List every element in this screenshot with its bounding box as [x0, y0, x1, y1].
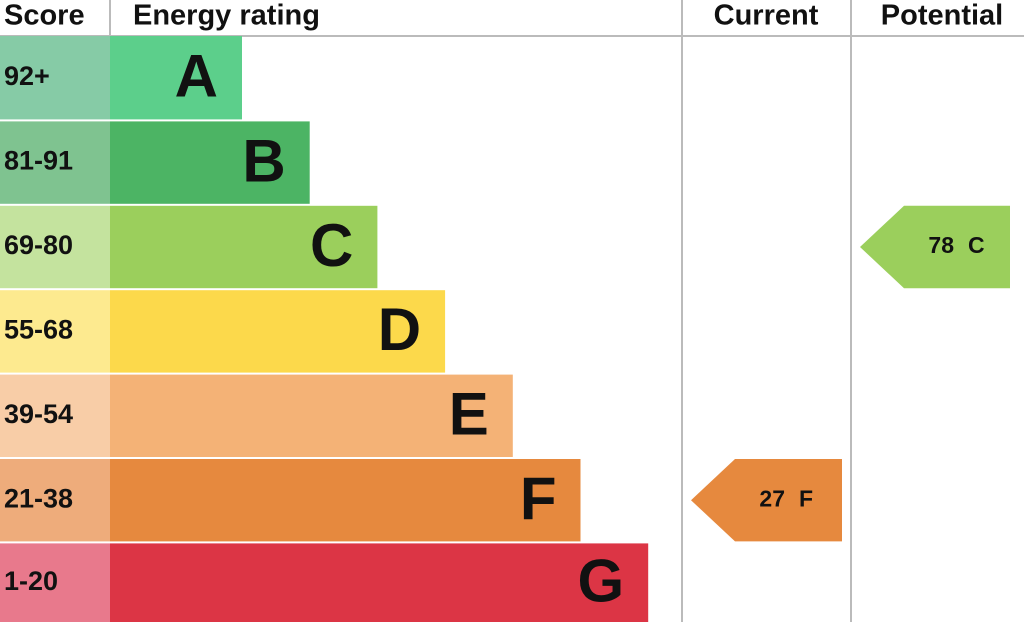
rating-arrow: [691, 459, 842, 542]
current-band: F: [799, 485, 813, 511]
rating-letter: F: [520, 465, 557, 532]
rating-bar: [110, 205, 378, 289]
rating-bar: [110, 121, 310, 204]
score-cell: [0, 374, 110, 457]
potential-indicator: 78 C: [860, 205, 1010, 289]
header-rating: Energy rating: [133, 0, 320, 32]
rating-letter: C: [310, 212, 353, 279]
score-cell: [0, 459, 110, 542]
rating-bar: [110, 374, 513, 457]
score-cell: [0, 36, 110, 120]
current-score: 27: [759, 485, 785, 511]
score-range: 1-20: [4, 566, 58, 596]
header-potential: Potential: [881, 0, 1003, 32]
score-range: 81-91: [4, 146, 73, 176]
header-score: Score: [4, 0, 85, 32]
score-cell: [0, 121, 110, 204]
rating-bar: [110, 543, 649, 622]
header-current: Current: [714, 0, 819, 32]
current-indicator: 27 F: [691, 459, 842, 542]
score-range: 21-38: [4, 483, 73, 513]
score-range: 55-68: [4, 315, 73, 345]
rating-letter: A: [175, 43, 218, 110]
rating-letter: G: [578, 548, 625, 615]
potential-score: 78: [928, 232, 954, 258]
rating-letter: E: [449, 381, 489, 448]
score-range: 69-80: [4, 230, 73, 260]
rating-letter: B: [242, 127, 285, 194]
score-range: 92+: [4, 61, 50, 91]
rating-bar: [110, 459, 581, 542]
score-cell: [0, 543, 110, 622]
potential-band: C: [968, 232, 985, 258]
score-range: 39-54: [4, 399, 73, 429]
score-cell: [0, 205, 110, 289]
rating-letter: D: [378, 296, 421, 363]
rating-bar: [110, 36, 242, 120]
rating-bar: [110, 290, 446, 373]
rating-arrow: [860, 205, 1010, 289]
score-cell: [0, 290, 110, 373]
